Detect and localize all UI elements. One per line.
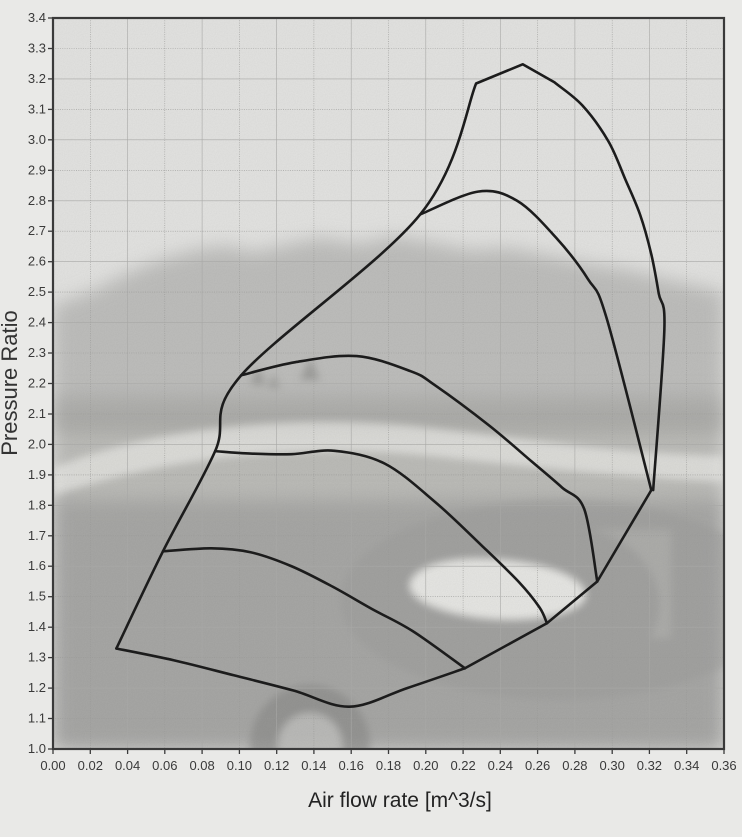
svg-text:0.02: 0.02 (78, 758, 103, 773)
svg-text:0.10: 0.10 (227, 758, 252, 773)
svg-text:0.22: 0.22 (450, 758, 475, 773)
svg-text:2.3: 2.3 (28, 345, 46, 360)
svg-text:1.4: 1.4 (28, 619, 46, 634)
svg-text:2.7: 2.7 (28, 223, 46, 238)
svg-text:0.24: 0.24 (488, 758, 513, 773)
svg-text:0.06: 0.06 (152, 758, 177, 773)
svg-text:2.8: 2.8 (28, 193, 46, 208)
svg-text:2.4: 2.4 (28, 315, 46, 330)
svg-text:2.2: 2.2 (28, 376, 46, 391)
svg-text:1.1: 1.1 (28, 711, 46, 726)
svg-text:1.6: 1.6 (28, 558, 46, 573)
svg-text:1.0: 1.0 (28, 741, 46, 756)
svg-text:2.9: 2.9 (28, 162, 46, 177)
svg-text:1.3: 1.3 (28, 650, 46, 665)
svg-text:3.2: 3.2 (28, 71, 46, 86)
svg-text:1.9: 1.9 (28, 467, 46, 482)
svg-text:0.14: 0.14 (301, 758, 326, 773)
svg-text:2.1: 2.1 (28, 406, 46, 421)
svg-text:1.2: 1.2 (28, 680, 46, 695)
svg-text:3.0: 3.0 (28, 132, 46, 147)
svg-text:3.1: 3.1 (28, 101, 46, 116)
svg-text:0.32: 0.32 (637, 758, 662, 773)
svg-text:0.28: 0.28 (562, 758, 587, 773)
svg-text:0.08: 0.08 (189, 758, 214, 773)
svg-text:0.34: 0.34 (674, 758, 699, 773)
svg-text:3.4: 3.4 (28, 10, 46, 25)
svg-text:0.20: 0.20 (413, 758, 438, 773)
svg-text:2.6: 2.6 (28, 254, 46, 269)
svg-text:0.30: 0.30 (600, 758, 625, 773)
svg-text:3.3: 3.3 (28, 41, 46, 56)
svg-text:0.12: 0.12 (264, 758, 289, 773)
svg-text:2.5: 2.5 (28, 284, 46, 299)
svg-text:0.00: 0.00 (40, 758, 65, 773)
svg-text:1.5: 1.5 (28, 589, 46, 604)
svg-text:0.26: 0.26 (525, 758, 550, 773)
svg-text:0.36: 0.36 (711, 758, 736, 773)
svg-text:0.04: 0.04 (115, 758, 140, 773)
svg-text:0.16: 0.16 (339, 758, 364, 773)
svg-text:0.18: 0.18 (376, 758, 401, 773)
svg-text:2.0: 2.0 (28, 436, 46, 451)
svg-text:1.7: 1.7 (28, 528, 46, 543)
svg-text:1.8: 1.8 (28, 497, 46, 512)
svg-text:Pressure Ratio: Pressure Ratio (0, 310, 22, 456)
svg-text:Air flow rate [m^3/s]: Air flow rate [m^3/s] (308, 789, 492, 812)
